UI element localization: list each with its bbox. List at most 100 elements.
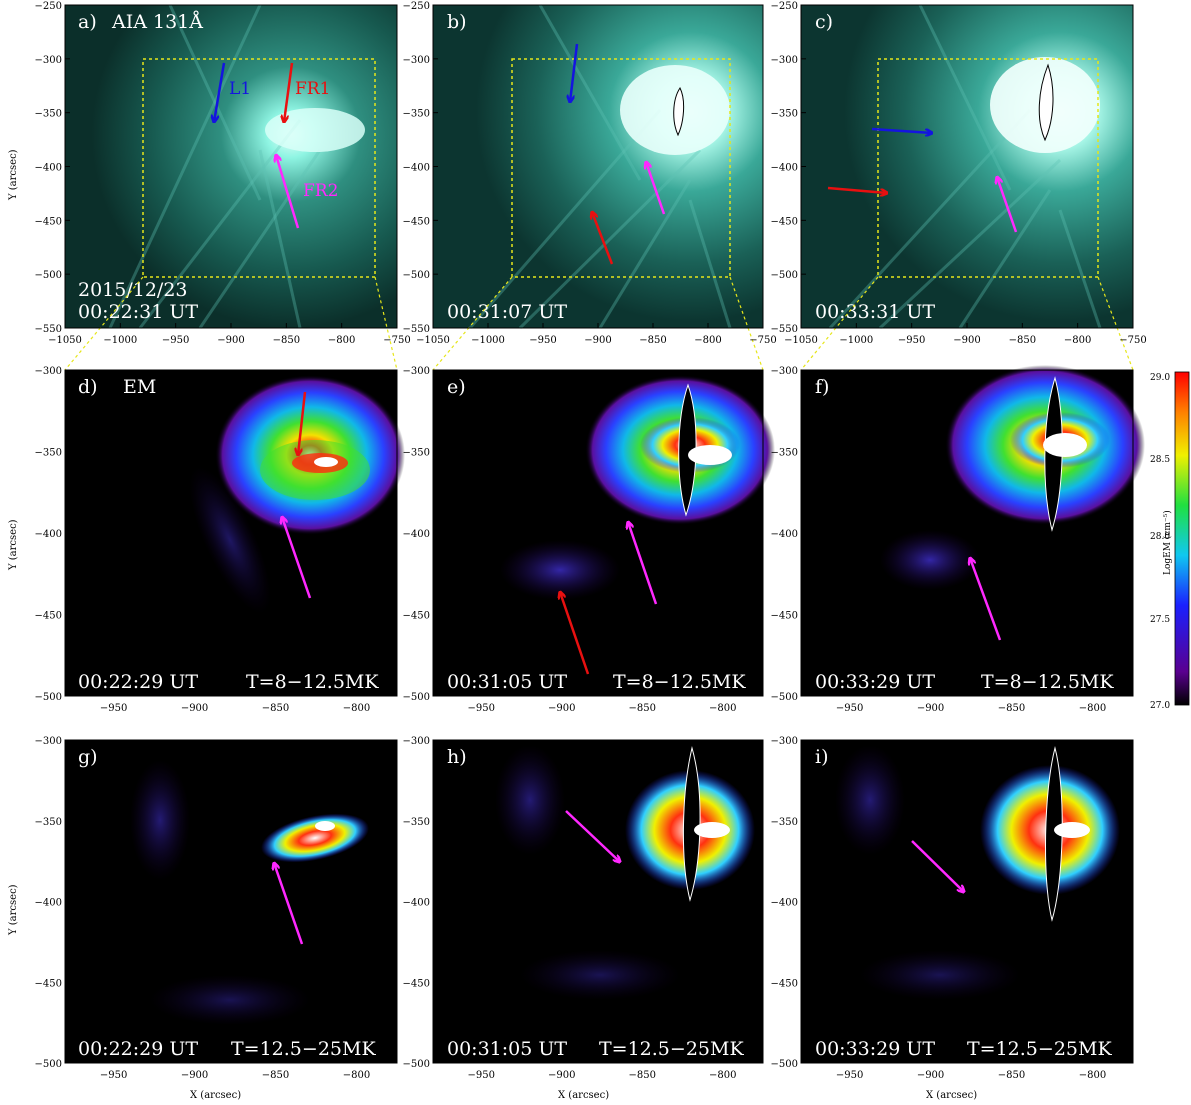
row1-xtick: −750	[1119, 335, 1146, 346]
row1-ytick: −500	[771, 270, 798, 281]
row2-ytick: −450	[771, 611, 798, 622]
row2-ytick: −400	[771, 529, 798, 540]
row3-xtick: −800	[1079, 1070, 1106, 1081]
panel-a-time: 00:22:31 UT	[78, 301, 198, 323]
row2-xtick: −800	[343, 703, 370, 714]
row2-xtick: −800	[709, 703, 736, 714]
row2-ytick: −300	[771, 366, 798, 377]
arrow-l1	[214, 62, 226, 122]
row1-xtick: −800	[328, 335, 355, 346]
panel-d-time: 00:22:29 UT	[78, 671, 198, 693]
row3-xtick: −900	[548, 1070, 575, 1081]
axis-ticks: −250−300−350−400−450−500−550−1050 −1000 −9…	[35, 1, 1147, 1081]
row1-xtick: −900	[584, 335, 611, 346]
row2-ytick: −500	[35, 692, 62, 703]
row3-ytick: −450	[35, 978, 62, 989]
panel-g-em	[261, 813, 369, 863]
row2-xtick: −900	[917, 703, 944, 714]
panel-a-flare	[265, 108, 365, 152]
panel-i-time: 00:33:29 UT	[815, 1038, 935, 1060]
row1-ytick: −550	[771, 324, 798, 335]
panel-b-letter: b)	[447, 11, 467, 33]
colorbar-scale	[1174, 371, 1190, 706]
panel-f-temp: T=8−12.5MK	[981, 671, 1114, 693]
panel-g-time: 00:22:29 UT	[78, 1038, 198, 1060]
row1-ylabel: Y (arcsec)	[8, 149, 19, 201]
row3-xtick: −850	[629, 1070, 656, 1081]
panel-b: b) 00:31:07 UT	[433, 4, 763, 330]
row3-ytick: −400	[35, 898, 62, 909]
panel-b-arrow-magenta	[646, 162, 666, 215]
row3-ytick: −500	[403, 1059, 430, 1070]
row2-ytick: −350	[771, 448, 798, 459]
panel-c-loops	[828, 4, 1102, 330]
row1-xtick: −850	[639, 335, 666, 346]
colorbar: 29.0 28.5 28.0 27.5 27.0 LogEM (cm⁻⁵)	[1150, 371, 1190, 711]
row1-xtick: −950	[898, 335, 925, 346]
row1-ytick: −400	[771, 163, 798, 174]
panel-h-arrow-magenta	[565, 810, 620, 862]
row3-ytick: −350	[771, 817, 798, 828]
panel-b-loops	[468, 4, 732, 330]
row2-xtick: −850	[262, 703, 289, 714]
panel-a-letter: a)	[78, 11, 97, 33]
row1-ytick: −400	[35, 163, 62, 174]
row3-ytick: −300	[403, 736, 430, 747]
panel-i-letter: i)	[815, 746, 829, 768]
colorbar-tick-4: 27.5	[1150, 615, 1170, 625]
colorbar-tick-2: 28.5	[1150, 455, 1170, 465]
panel-g-letter: g)	[78, 746, 98, 768]
row1-xtick: −1000	[103, 335, 137, 346]
row2-ytick: −450	[35, 611, 62, 622]
row1-xtick: −800	[1064, 335, 1091, 346]
row3-xtick: −950	[468, 1070, 495, 1081]
row2-ytick: −300	[403, 366, 430, 377]
zoom-connectors	[64, 276, 1134, 371]
row1-xtick: −750	[749, 335, 776, 346]
row2-xtick: −850	[998, 703, 1025, 714]
colorbar-tick-1: 29.0	[1150, 373, 1170, 383]
label-l1: L1	[229, 79, 251, 99]
panel-f-letter: f)	[815, 376, 829, 398]
row1-ytick: −450	[403, 216, 430, 227]
panel-d: d) EM 00:22:29 UT T=8−12.5MK	[65, 370, 405, 696]
panel-e-temp: T=8−12.5MK	[613, 671, 746, 693]
panel-b-time: 00:31:07 UT	[447, 301, 567, 323]
panel-a-title: AIA 131Å	[111, 11, 203, 33]
row3-ytick: −450	[403, 978, 430, 989]
panel-b-saturation	[673, 87, 685, 137]
panel-b-box	[511, 58, 731, 278]
arrow-fr2	[276, 155, 300, 229]
row1-xtick: −800	[694, 335, 721, 346]
panel-f-arrow-magenta	[970, 558, 1002, 641]
row2-ytick: −300	[35, 366, 62, 377]
row3-ytick: −500	[771, 1059, 798, 1070]
panel-g-temp: T=12.5−25MK	[231, 1038, 376, 1060]
row1-ytick: −250	[35, 1, 62, 12]
panel-g-arrow-magenta	[274, 863, 304, 945]
panel-c-arrow-blue	[871, 127, 932, 133]
row3-ylabel: Y (arcsec)	[8, 884, 19, 936]
row1-xtick: −850	[273, 335, 300, 346]
row1-ytick: −350	[35, 109, 62, 120]
row1-ytick: −300	[771, 55, 798, 66]
panel-d-arrow-magenta	[282, 517, 312, 599]
panel-c: c) 00:33:31 UT	[801, 4, 1133, 330]
panel-a: L1 FR1 FR2 a) AIA 131Å 2015/12/23 00:22:…	[65, 4, 397, 329]
label-fr2: FR2	[303, 181, 338, 201]
row2-xtick: −950	[100, 703, 127, 714]
row1-xtick: −1000	[839, 335, 873, 346]
row2-ytick: −350	[403, 448, 430, 459]
row2-ytick: −450	[403, 611, 430, 622]
row3-ytick: −400	[403, 898, 430, 909]
colorbar-label: LogEM (cm⁻⁵)	[1162, 510, 1173, 575]
row3-xtick: −850	[998, 1070, 1025, 1081]
row2-ytick: −400	[35, 529, 62, 540]
row2-xtick: −950	[468, 703, 495, 714]
row3-xlabel-1: X (arcsec)	[190, 1090, 241, 1101]
row3-ytick: −500	[35, 1059, 62, 1070]
panel-c-arrow-red	[827, 186, 887, 193]
panel-h-time: 00:31:05 UT	[447, 1038, 567, 1060]
panel-c-box	[877, 58, 1099, 278]
row2-xtick: −800	[1079, 703, 1106, 714]
